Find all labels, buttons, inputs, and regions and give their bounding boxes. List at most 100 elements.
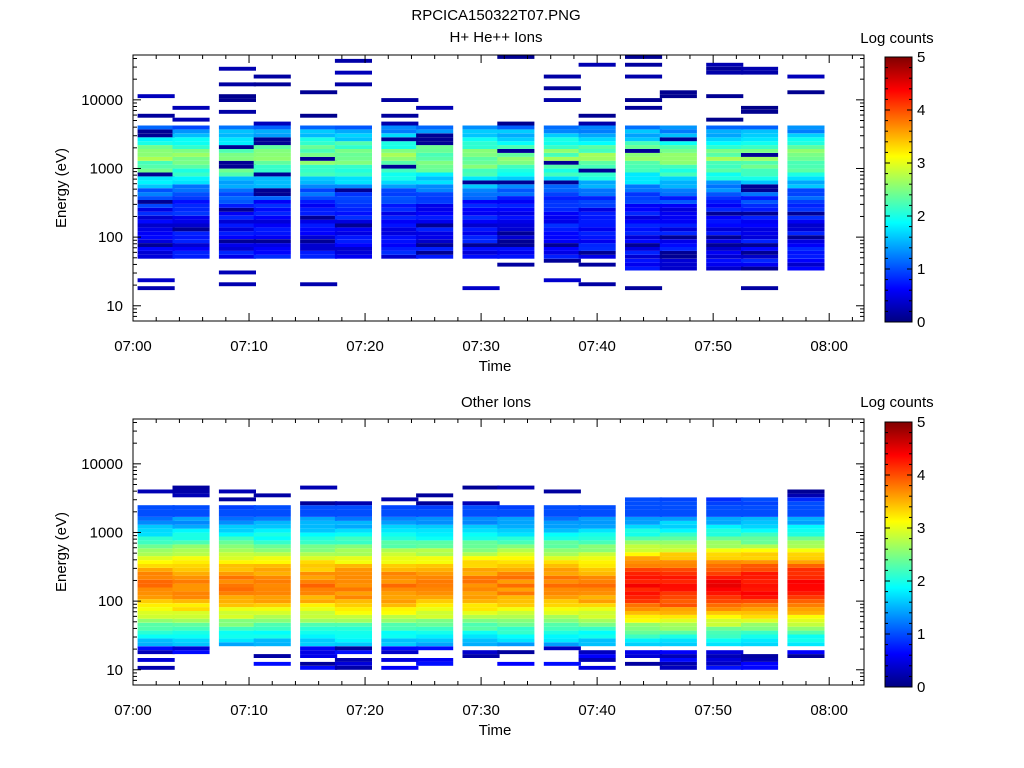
spectrogram-cell (172, 203, 210, 208)
spectrogram-cell (741, 548, 779, 553)
spectrogram-cell (497, 176, 535, 181)
spectrogram-cell (253, 509, 291, 513)
spectrogram-cell (543, 149, 581, 153)
spectrogram-cell (416, 160, 454, 165)
spectrogram-cell (497, 556, 535, 560)
colorbar-tick-label: 5 (917, 49, 925, 66)
spectrogram-cell (497, 188, 535, 193)
spectrogram-cell (416, 141, 454, 146)
spectrogram-cell (706, 614, 744, 619)
spectrogram-cell (462, 207, 500, 212)
spectrogram-cell (659, 247, 697, 251)
spectrogram-cell (253, 603, 291, 608)
spectrogram-cell (462, 552, 500, 557)
spectrogram-cell (741, 567, 779, 572)
spectrogram-cell (218, 164, 256, 169)
spectrogram-cell (416, 137, 454, 142)
spectrogram-cell (625, 607, 663, 611)
spectrogram-cell (300, 184, 338, 189)
spectrogram-cell (578, 133, 616, 138)
spectrogram-cell (543, 98, 581, 102)
spectrogram-cell (497, 219, 535, 224)
spectrogram-cell (659, 603, 697, 608)
spectrogram-cell (218, 200, 256, 204)
spectrogram-cell (706, 243, 744, 247)
spectrogram-cell (659, 599, 697, 604)
spectrogram-cell (416, 196, 454, 200)
spectrogram-cell (543, 254, 581, 259)
spectrogram-cell (497, 611, 535, 615)
spectrogram-cell (578, 207, 616, 212)
spectrogram-cell (625, 149, 663, 153)
spectrogram-cell (172, 638, 210, 643)
spectrogram-cell (659, 544, 697, 549)
spectrogram-cell (578, 564, 616, 568)
spectrogram-cell (218, 599, 256, 604)
spectrogram-cell (787, 219, 825, 224)
spectrogram-cell (497, 129, 535, 134)
spectrogram-cell (625, 583, 663, 588)
spectrogram-cell (137, 540, 175, 545)
spectrogram-cell (578, 583, 616, 588)
spectrogram-cell (497, 235, 535, 240)
colorbar-tick-label: 3 (917, 155, 925, 172)
spectrogram-cell (578, 156, 616, 161)
spectrogram-cell (172, 622, 210, 627)
spectrogram-cell (741, 591, 779, 596)
spectrogram-cell (416, 149, 454, 153)
spectrogram-cell (462, 250, 500, 255)
spectrogram-cell (659, 94, 697, 99)
spectrogram-cell (578, 121, 616, 126)
spectrogram-cell (543, 583, 581, 588)
spectrogram-cell (253, 188, 291, 193)
spectrogram-cell (300, 125, 338, 130)
spectrogram-cell (253, 243, 291, 247)
spectrogram-cell (334, 192, 372, 196)
spectrogram-cell (416, 611, 454, 615)
spectrogram-cell (497, 262, 535, 267)
spectrogram-cell (659, 254, 697, 259)
spectrogram-cell (659, 235, 697, 240)
spectrogram-cell (137, 536, 175, 541)
spectrogram-cell (706, 196, 744, 200)
spectrogram-cell (659, 266, 697, 271)
spectrogram-cell (253, 587, 291, 592)
spectrogram-cell (625, 567, 663, 572)
spectrogram-cell (497, 614, 535, 619)
spectrogram-cell (706, 149, 744, 153)
spectrogram-cell (497, 567, 535, 572)
spectrogram-cell (462, 184, 500, 189)
spectrogram-cell (253, 661, 291, 666)
spectrogram-cell (706, 509, 744, 513)
spectrogram-cell (300, 250, 338, 255)
spectrogram-cell (578, 607, 616, 611)
spectrogram-cell (741, 184, 779, 189)
spectrogram-cell (137, 200, 175, 204)
spectrogram-cell (497, 192, 535, 196)
spectrogram-cell (625, 192, 663, 196)
spectrogram-cell (543, 536, 581, 541)
spectrogram-cell (137, 219, 175, 224)
spectrogram-cell (543, 622, 581, 627)
spectrogram-cell (787, 258, 825, 263)
spectrogram-cell (497, 239, 535, 244)
spectrogram-cell (218, 591, 256, 596)
spectrogram-cell (300, 552, 338, 557)
spectrogram-cell (543, 626, 581, 631)
spectrogram-cell (300, 544, 338, 549)
spectrogram-cell (253, 567, 291, 572)
spectrogram-cell (578, 556, 616, 560)
spectrogram-cell (578, 227, 616, 232)
spectrogram-cell (578, 125, 616, 130)
spectrogram-cell (625, 184, 663, 189)
spectrogram-cell (741, 266, 779, 271)
spectrogram-cell (659, 654, 697, 658)
spectrogram-cell (334, 184, 372, 189)
spectrogram-cell (334, 70, 372, 75)
spectrogram-cell (741, 227, 779, 232)
spectrogram-cell (300, 626, 338, 631)
spectrogram-cell (416, 622, 454, 627)
spectrogram-cell (300, 646, 338, 651)
spectrogram-cell (137, 587, 175, 592)
y-tick-label: 10000 (81, 456, 123, 473)
